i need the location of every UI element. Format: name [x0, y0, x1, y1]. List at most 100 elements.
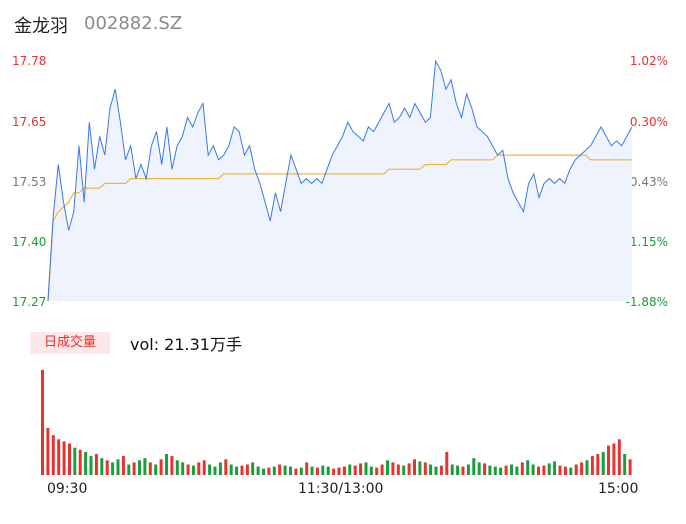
volume-bar [628, 459, 632, 476]
y-left-tick: 17.40 [12, 235, 47, 249]
volume-bar [574, 464, 578, 475]
volume-bar [477, 462, 481, 475]
volume-bar [218, 462, 222, 475]
volume-bar [558, 465, 562, 475]
volume-bar [499, 467, 503, 475]
volume-bar [386, 460, 389, 475]
volume-bar [310, 466, 314, 475]
volume-bar [607, 445, 610, 475]
volume-bar [138, 460, 141, 475]
volume-bar [294, 468, 298, 475]
volume-bar [127, 464, 131, 475]
volume-bar [418, 461, 422, 476]
volume-bar [41, 370, 44, 475]
volume-bar [51, 435, 55, 475]
volume-bar [100, 458, 104, 475]
volume-bar [240, 465, 244, 475]
y-right-tick: -1.15% [625, 235, 668, 249]
volume-bar [391, 462, 395, 475]
volume-bar [569, 467, 573, 475]
volume-bar [321, 465, 325, 475]
volume-bar [537, 466, 540, 475]
volume-bar [148, 462, 152, 475]
y-left-tick: 17.65 [12, 115, 47, 129]
volume-bar [229, 464, 233, 475]
volume-bar [348, 464, 352, 475]
volume-bar [73, 447, 77, 475]
volume-bar [224, 459, 228, 476]
volume-bar [262, 468, 265, 475]
volume-bar [342, 466, 346, 475]
volume-bar [504, 465, 508, 475]
volume-bar [213, 466, 217, 475]
y-right-tick: -0.43% [625, 175, 668, 189]
volume-bar [364, 462, 368, 475]
volume-bar [483, 463, 487, 475]
volume-bar [612, 443, 616, 475]
volume-bar [617, 439, 621, 475]
volume-tag: 日成交量 [30, 332, 110, 354]
volume-bar [375, 467, 379, 475]
price-area [48, 61, 632, 301]
volume-bar [272, 466, 276, 475]
volume-bar [623, 454, 627, 475]
stock-code: 002882.SZ [84, 13, 183, 34]
volume-bar [590, 456, 594, 475]
stock-name: 金龙羽 [14, 16, 68, 37]
volume-bar [531, 464, 535, 475]
volume-bar [456, 465, 460, 475]
volume-bar [132, 462, 136, 475]
volume-bar [439, 465, 443, 475]
volume-bar [299, 467, 303, 475]
volume-bar [423, 462, 427, 475]
volume-bar [472, 458, 476, 475]
volume-bar [553, 461, 557, 476]
y-right-tick: 1.02% [629, 54, 668, 68]
volume-bar [143, 458, 147, 475]
volume-bar [111, 462, 115, 475]
volume-bar [445, 451, 449, 475]
volume-bar [407, 463, 411, 475]
volume-bar [466, 464, 470, 475]
volume-bar [434, 466, 438, 475]
volume-bar [488, 465, 492, 475]
x-tick-midday: 11:30/13:00 [298, 481, 384, 497]
volume-bar [267, 467, 271, 475]
volume-bar [175, 460, 179, 475]
y-right-tick: 0.30% [629, 115, 668, 129]
volume-bar [580, 462, 584, 475]
volume-bar [62, 441, 66, 475]
volume-bar [402, 465, 406, 475]
volume-bar [353, 465, 357, 475]
avg-price-line [47, 154, 632, 302]
volume-bar [235, 466, 239, 475]
volume-bar [191, 465, 195, 475]
volume-bar [46, 427, 50, 476]
volume-bar [563, 466, 567, 475]
volume-bar [208, 464, 212, 475]
volume-bar [197, 462, 201, 475]
volume-bar [332, 468, 336, 475]
volume-bar [256, 466, 260, 475]
volume-bar [181, 462, 185, 475]
volume-bar [515, 466, 519, 475]
volume-bar [359, 463, 363, 475]
y-right-tick: -1.88% [625, 295, 668, 309]
x-tick-open: 09:30 [47, 481, 88, 497]
volume-bar [326, 466, 330, 475]
volume-bar [450, 464, 454, 475]
volume-bar [68, 443, 71, 475]
volume-bar [542, 465, 546, 475]
volume-bar [202, 460, 206, 475]
volume-bar [186, 464, 190, 475]
y-left-tick: 17.27 [12, 295, 47, 309]
volume-bar [396, 464, 400, 475]
volume-bar [461, 466, 465, 475]
volume-bar [337, 467, 341, 475]
volume-bar [413, 459, 416, 476]
volume-bar [94, 454, 98, 475]
volume-bar [89, 456, 93, 475]
volume-bar [520, 462, 524, 475]
